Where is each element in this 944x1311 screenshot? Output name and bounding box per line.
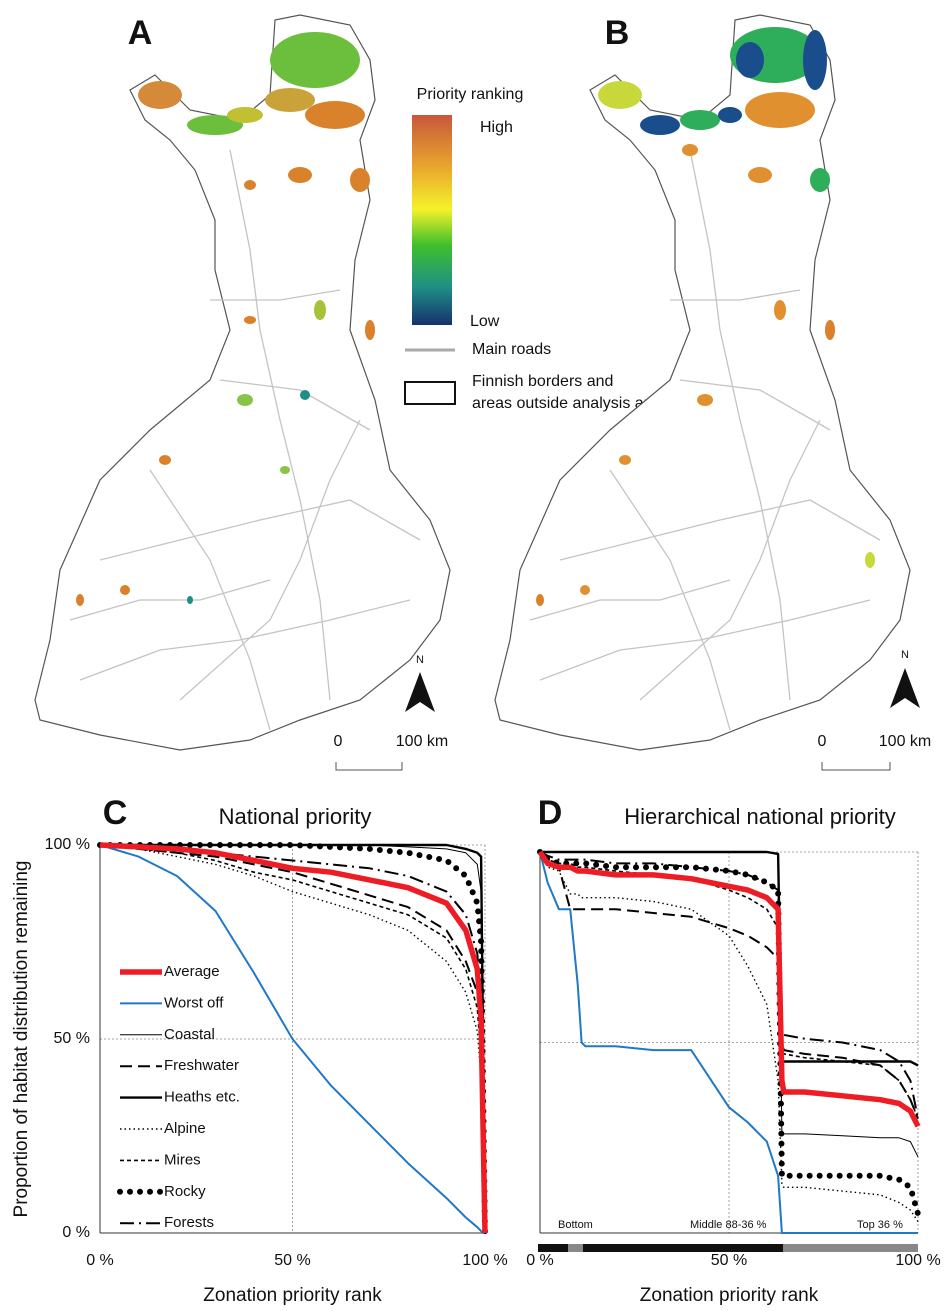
chart-title: Hierarchical national priority [624,804,895,829]
panel-label: D [538,794,563,832]
legend-label: Freshwater [164,1057,239,1074]
legend-high: High [480,119,513,136]
scale-bar [822,762,890,770]
legend-low: Low [470,313,500,330]
x-tick-label: 50 % [274,1252,310,1269]
y-tick-label: 0 % [62,1224,90,1241]
scale-end: 100 km [396,733,448,750]
scale-end: 100 km [879,733,931,750]
scale-bar [336,762,402,770]
north-arrow [405,672,435,712]
scale-start: 0 [334,733,343,750]
y-tick-label: 100 % [45,836,90,853]
figure: A N 0 100 km Priority ranking High Low M… [0,0,944,1311]
panel-label: B [605,14,630,52]
legend-label: Forests [164,1214,214,1231]
north-arrow [890,668,920,708]
chart-panel: 0 % 50 % 100 % Bottom Middle 88-36 % Top 36 %… [526,794,940,1306]
legend-label: Alpine [164,1120,206,1137]
legend-title: Priority ranking [417,86,524,103]
y-axis-label: Proportion of habitat distribution remai… [11,861,32,1218]
north-label: N [416,654,424,666]
annotation: Middle 88-36 % [690,1219,767,1231]
legend-label: Coastal [164,1026,215,1043]
annotation: Bottom [558,1219,593,1231]
north-label: N [901,649,909,661]
x-tick-label: 100 % [895,1252,940,1269]
chart-title: National priority [219,804,372,829]
legend-roads: Main roads [472,341,551,358]
scale-start: 0 [818,733,827,750]
x-tick-label: 0 % [526,1252,554,1269]
x-axis-label: Zonation priority rank [640,1285,819,1306]
x-tick-label: 0 % [86,1252,114,1269]
chart-panel: 0 % 50 % 100 % 0 % 50 % 100 % Average Worst off… [11,794,508,1306]
y-tick-label: 50 % [54,1030,90,1047]
map-a: A N 0 100 km [35,14,450,770]
legend-label: Heaths etc. [164,1089,240,1106]
x-tick-label: 100 % [462,1252,507,1269]
x-axis-label: Zonation priority rank [203,1285,382,1306]
x-tick-label: 50 % [711,1252,747,1269]
map-b: B N 0 100 km [495,14,931,770]
legend-label: Worst off [164,994,224,1011]
annotation: Top 36 % [857,1219,903,1231]
panel-label: C [103,794,128,832]
borders-swatch [405,382,455,404]
legend-label: Rocky [164,1183,206,1200]
rank-bar [538,1244,918,1252]
legend-borders: Finnish borders and [472,373,613,390]
panel-label: A [128,14,153,52]
colorbar [412,115,452,325]
legend-label: Average [164,963,220,980]
legend-label: Mires [164,1151,201,1168]
